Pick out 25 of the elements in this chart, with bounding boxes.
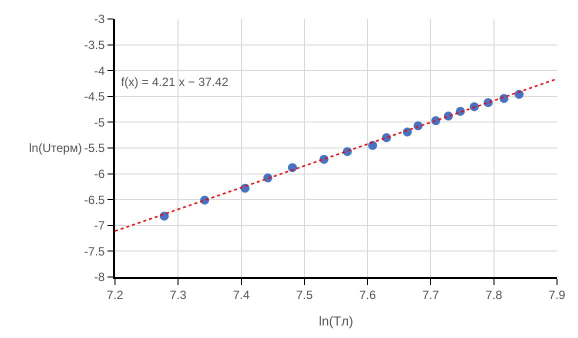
point: [368, 140, 378, 150]
point: [514, 90, 524, 99]
x-axis-title: ln(Tл): [318, 313, 354, 328]
y-tick-label: -5.5: [84, 141, 106, 156]
x-tick-label: 7.7: [422, 288, 440, 302]
x-tick-label: 7.3: [170, 288, 187, 302]
x-tick-label: 7.4: [232, 288, 250, 302]
y-tick-label: -6: [94, 167, 106, 181]
x-tick-label: 7.6: [359, 288, 376, 302]
annotation: f(x) = 4.21 x − 37.42: [121, 75, 229, 89]
x-tick-label: 7.5: [296, 288, 314, 302]
x-tick-label: 7.8: [486, 288, 503, 302]
y-axis-title: ln(Uтерм): [29, 141, 82, 155]
y-tick-label: -7: [94, 218, 106, 233]
y-tick-label: -4.5: [84, 90, 106, 104]
y-tick-label: -6.5: [84, 192, 106, 207]
y-tick-label: -5: [94, 115, 106, 130]
y-tick-label: -3.5: [84, 38, 106, 52]
y-tick-label: -7.5: [84, 244, 106, 258]
y-tick-label: -8: [94, 270, 106, 284]
point: [288, 163, 297, 172]
x-tick-label: 7.9: [548, 288, 566, 302]
y-tick-label: -4: [94, 64, 106, 78]
y-tick-label: -3: [94, 12, 106, 26]
x-tick-label: 7.2: [106, 288, 124, 302]
